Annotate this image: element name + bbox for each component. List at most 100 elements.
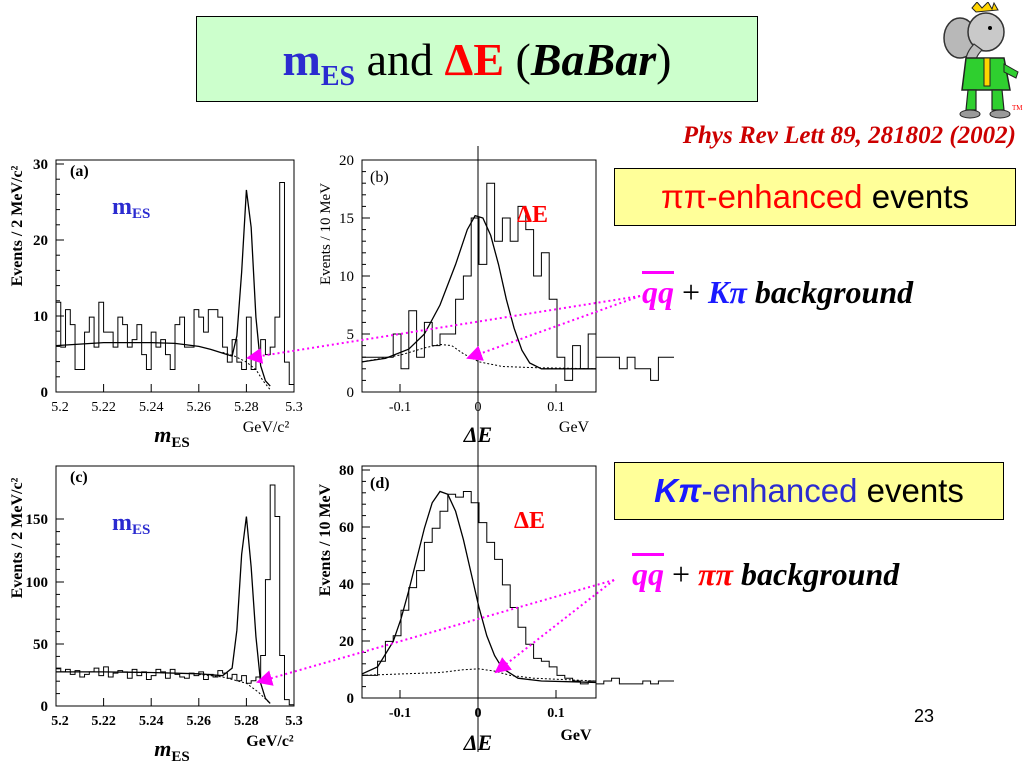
title-box: mES and ΔE (BaBar): [196, 16, 758, 102]
y-tick-label: 15: [339, 211, 354, 227]
pipi-background-label: qq + Kπ background: [642, 274, 913, 311]
x-tick-label: 5.24: [139, 400, 164, 415]
y-tick-label: 10: [339, 269, 354, 285]
title-and: and: [355, 34, 445, 85]
y-tick-label: 20: [339, 634, 354, 650]
pipi-events-label: events: [871, 178, 969, 215]
x-tick-label: 0.1: [547, 400, 565, 415]
title-m: m: [282, 34, 321, 85]
inset-label-mes-a: mES: [112, 194, 150, 222]
plot-frame: [55, 465, 295, 707]
title-close: ): [656, 34, 672, 85]
y-tick-label: 10: [33, 309, 48, 325]
background-word: background: [746, 274, 914, 310]
y-tick-label: 20: [339, 153, 354, 169]
annotation-arrow: [246, 295, 641, 364]
x-unit-a: GeV/c²: [243, 419, 290, 436]
slide-title: mES and ΔE (BaBar): [197, 35, 757, 102]
kpi-symbol: Kπ: [708, 274, 747, 310]
x-unit-b: GeV: [559, 419, 590, 436]
y-tick-label: 0: [347, 385, 355, 401]
y-tick-label: 100: [26, 575, 49, 591]
y-tick-label: 30: [33, 157, 48, 173]
histogram-outline: [361, 182, 674, 392]
inset-sub: ES: [132, 522, 150, 538]
x-unit-c: GeV/c²: [246, 733, 294, 750]
y-tick-label: 0: [41, 385, 49, 401]
kpi-enhanced-box: Kπ-enhanced events: [614, 462, 1004, 520]
x-tick-label: -0.1: [389, 400, 411, 415]
annotation-arrow: [256, 579, 615, 686]
page-number: 23: [914, 706, 935, 726]
x-tick-label: 5.2: [51, 714, 69, 729]
pipi-enhanced-label: -enhanced: [706, 178, 872, 215]
fit-curve: [361, 214, 596, 370]
qqbar-symbol: qq: [642, 274, 674, 310]
pipi-symbol: ππ: [661, 178, 707, 215]
qqbar-symbol-2: qq: [632, 556, 664, 592]
panel-label: (c): [70, 469, 88, 486]
plus-sign-2: +: [664, 556, 699, 592]
xlabel-sub: ES: [171, 435, 189, 451]
y-tick-label: 80: [339, 463, 354, 479]
x-tick-label: 5.2: [51, 400, 69, 415]
panel-label: (b): [370, 169, 389, 186]
x-tick-label: 5.26: [187, 714, 212, 729]
title-babar: BaBar: [530, 34, 657, 85]
y-tick-label: 0: [347, 691, 355, 707]
background-curve: [361, 668, 597, 682]
x-tick-label: 5.3: [285, 400, 303, 415]
plus-sign: +: [674, 274, 709, 310]
plot-frame: [361, 465, 597, 699]
logo-tm: TM: [1012, 104, 1023, 112]
babar-logo: TM: [943, 2, 1023, 119]
y-tick-label: 50: [33, 637, 48, 653]
title-es: ES: [320, 61, 356, 93]
pipi-enhanced-box: ππ-enhanced events: [614, 168, 1016, 226]
background-word-2: background: [732, 556, 900, 592]
x-tick-label: 5.26: [187, 400, 212, 415]
kpi-enhanced-label: -enhanced: [701, 472, 867, 509]
x-axis-label-b: ΔE: [463, 422, 492, 447]
x-tick-label: 0.1: [547, 706, 565, 721]
y-tick-label: 60: [339, 520, 354, 536]
x-tick-label: 5.28: [234, 400, 259, 415]
plot-panel-c: 0 50 100 150 5.2 5.22 5.24 5.26 5.28 5.3 (c): [26, 465, 303, 729]
x-axis-label-d: ΔE: [463, 730, 492, 755]
x-tick-label: -0.1: [389, 706, 411, 721]
y-axis-label: Events / 10 MeV: [317, 483, 334, 596]
pipi-bg-symbol: ππ: [698, 556, 733, 592]
fit-curve: [55, 189, 271, 387]
kpi-background-label: qq + ππ background: [632, 556, 899, 593]
x-axis-label-c: mES: [154, 736, 189, 765]
x-tick-label: 5.24: [139, 714, 164, 729]
x-tick-label: 5.22: [91, 714, 116, 729]
title-delta-e: ΔE: [444, 34, 505, 85]
title-open: (: [504, 34, 531, 85]
background-curve: [198, 673, 271, 704]
y-tick-label: 0: [41, 699, 49, 715]
x-tick-label: 5.3: [285, 714, 303, 729]
y-tick-label: 20: [33, 233, 48, 249]
kpi-box-symbol: Kπ: [654, 472, 702, 509]
x-axis-label-a: mES: [154, 422, 189, 451]
y-axis-label: Events / 2 MeV/c²: [9, 165, 26, 286]
panel-label: (d): [370, 475, 390, 492]
y-tick-label: 150: [26, 512, 49, 528]
x-tick-label: 5.28: [234, 714, 259, 729]
y-axis-label: Events / 2 MeV/c²: [9, 477, 26, 598]
y-tick-label: 40: [339, 577, 354, 593]
x-tick-label: 5.22: [91, 400, 116, 415]
plot-panel-a: 0 10 20 30 5.2 5.22 5.24 5.26 5.28 5.3 (a): [33, 157, 303, 415]
kpi-events-label: events: [866, 472, 964, 509]
histogram-outline: [55, 484, 294, 706]
annotation-arrow: [466, 295, 641, 361]
background-curve: [222, 351, 271, 391]
histogram-outline: [361, 490, 674, 698]
inset-sub: ES: [132, 206, 150, 222]
x-unit-d: GeV: [560, 727, 592, 744]
